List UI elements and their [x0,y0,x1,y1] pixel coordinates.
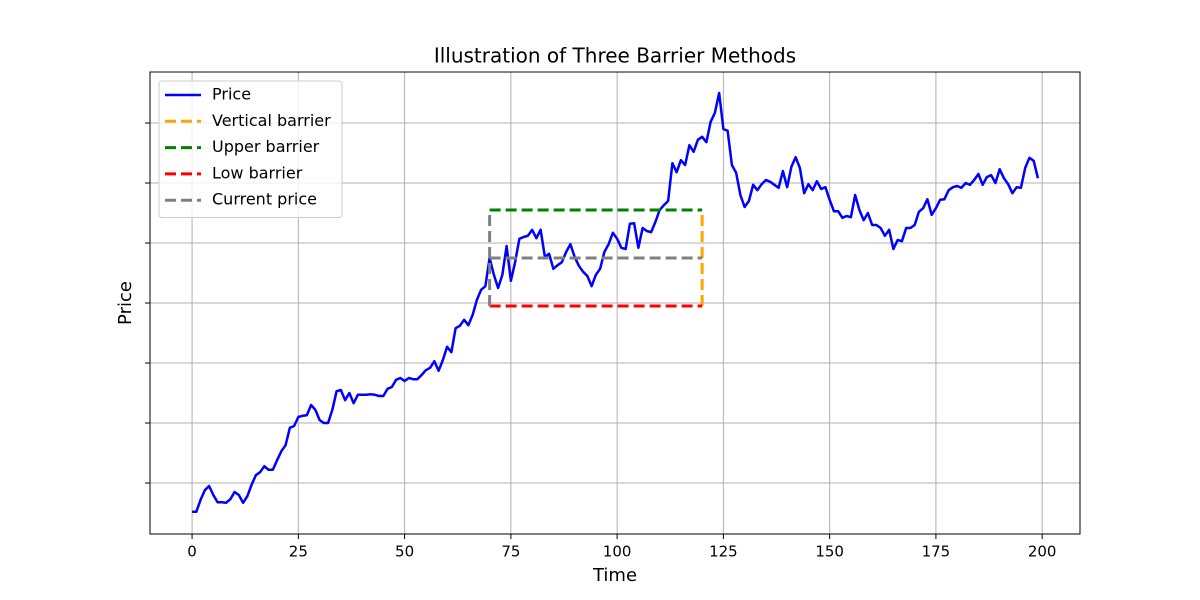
legend-label: Vertical barrier [212,111,331,130]
x-tick-label: 150 [815,543,844,561]
legend-label: Low barrier [212,163,303,182]
chart-title: Illustration of Three Barrier Methods [434,44,796,68]
legend-box [158,80,343,218]
legend-label: Upper barrier [212,137,320,156]
y-axis-label: Price [115,281,136,325]
plot-frame [149,71,1081,535]
legend-label: Price [212,85,251,104]
x-tick-label: 125 [709,543,738,561]
x-tick-label: 100 [603,543,632,561]
legend: Price Vertical barrier Upper barrier Low ba… [158,80,343,218]
x-axis-label: Time [592,565,637,586]
series-line [192,91,1040,514]
x-tick-label: 25 [289,543,308,561]
legend-label: Current price [212,190,317,209]
x-tick-label: 75 [501,543,520,561]
x-tick-label: 200 [1028,543,1057,561]
series-line [488,210,703,306]
x-tick-label: 175 [922,543,951,561]
x-tick-label: 0 [187,543,197,561]
x-tick-label: 50 [395,543,414,561]
